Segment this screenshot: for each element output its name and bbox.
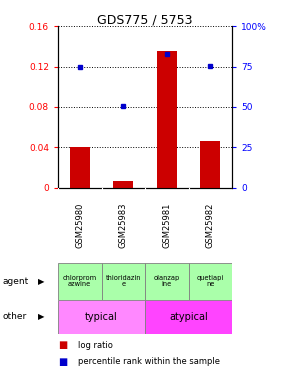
Text: percentile rank within the sample: percentile rank within the sample — [78, 357, 220, 366]
Text: atypical: atypical — [169, 312, 208, 322]
Bar — [58, 300, 145, 334]
Text: GSM25983: GSM25983 — [119, 202, 128, 248]
Text: ▶: ▶ — [38, 312, 44, 321]
Bar — [113, 182, 133, 188]
Bar — [145, 262, 188, 300]
Text: typical: typical — [85, 312, 118, 322]
Text: other: other — [3, 312, 27, 321]
Text: quetiapi
ne: quetiapi ne — [197, 275, 224, 288]
Text: olanzap
ine: olanzap ine — [154, 275, 180, 288]
Text: GSM25980: GSM25980 — [75, 202, 84, 248]
Bar — [188, 262, 232, 300]
Text: agent: agent — [3, 277, 29, 286]
Text: GDS775 / 5753: GDS775 / 5753 — [97, 13, 193, 26]
Text: ■: ■ — [58, 340, 67, 350]
Text: thioridazin
e: thioridazin e — [106, 275, 141, 288]
Text: GSM25982: GSM25982 — [206, 202, 215, 248]
Text: chlorprom
azwine: chlorprom azwine — [63, 275, 97, 288]
Bar — [102, 262, 145, 300]
Bar — [145, 300, 232, 334]
Text: log ratio: log ratio — [78, 340, 113, 350]
Text: GSM25981: GSM25981 — [162, 202, 171, 248]
Bar — [200, 141, 220, 188]
Text: ▶: ▶ — [38, 277, 44, 286]
Bar — [157, 51, 177, 188]
Bar — [70, 147, 90, 188]
Bar — [58, 262, 102, 300]
Text: ■: ■ — [58, 357, 67, 367]
